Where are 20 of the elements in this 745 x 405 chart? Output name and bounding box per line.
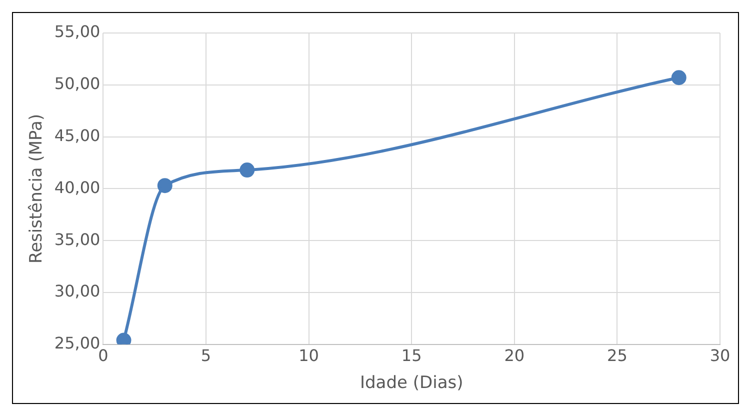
point — [671, 70, 686, 86]
x-tick-label: 20 — [504, 346, 525, 366]
y-tick-label: 50,00 — [54, 74, 100, 94]
x-tick-label: 25 — [607, 346, 628, 366]
x-axis-title: Idade (Dias) — [360, 373, 464, 394]
y-tick-label: 45,00 — [54, 126, 100, 145]
x-tick-label: 0 — [98, 346, 108, 366]
y-tick-label: 55,00 — [54, 22, 100, 42]
point — [116, 332, 132, 344]
x-tick-label: 15 — [401, 346, 422, 366]
x-tick-label: 5 — [200, 346, 212, 366]
y-tick-label: 30,00 — [54, 282, 100, 301]
y-tick-label: 25,00 — [54, 334, 100, 353]
point — [157, 178, 172, 194]
x-tick-label: 10 — [298, 346, 319, 366]
y-tick-label: 35,00 — [54, 230, 100, 249]
x-tick-label: 30 — [710, 346, 730, 366]
point — [240, 162, 255, 178]
y-tick-label: 40,00 — [54, 178, 100, 197]
y-axis-title: Resistência (MPa) — [26, 114, 47, 264]
